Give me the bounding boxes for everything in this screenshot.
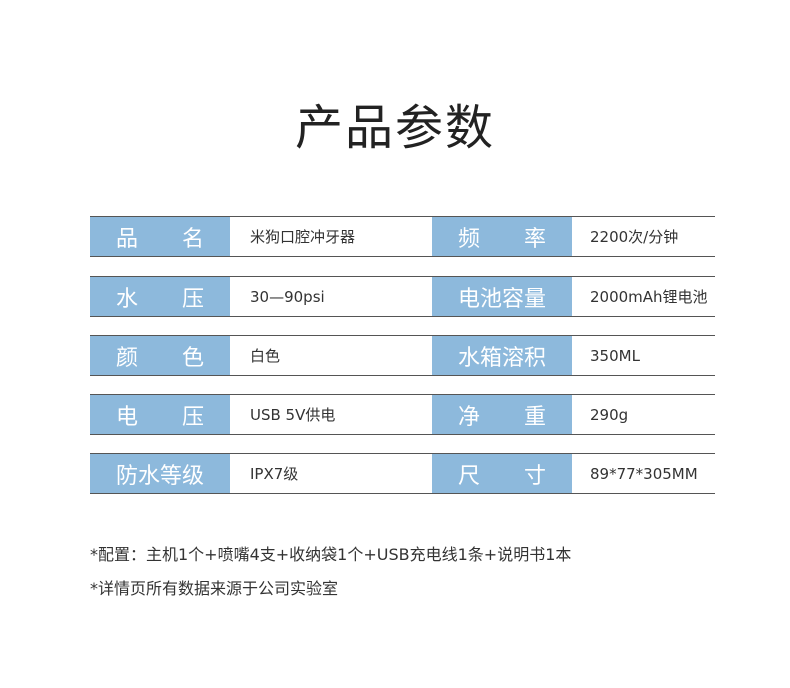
spec-label: 尺 寸 [432, 454, 572, 493]
spec-value: 290g [590, 405, 629, 424]
spec-value: 2000mAh锂电池 [590, 288, 708, 306]
spec-label: 频 率 [432, 217, 572, 256]
spec-label: 品 名 [90, 217, 230, 256]
spec-label: 水 压 [90, 277, 230, 316]
spec-value: 白色 [250, 347, 281, 365]
spec-value: 89*77*305MM [590, 464, 698, 483]
spec-label: 电池容量 [432, 277, 572, 316]
spec-label: 电 压 [90, 395, 230, 434]
spec-label: 水箱溶积 [432, 336, 572, 375]
spec-value: 2200次/分钟 [590, 228, 679, 246]
page-title: 产品参数 [294, 100, 495, 156]
spec-value: IPX7级 [250, 465, 299, 483]
spec-row: 防水等级 IPX7级 尺 寸 89*77*305MM [90, 453, 715, 494]
spec-value: 350ML [590, 346, 640, 365]
spec-row: 电 压 USB 5V供电 净 重 290g [90, 394, 715, 435]
spec-row: 品 名 米狗口腔冲牙器 频 率 2200次/分钟 [90, 216, 715, 257]
spec-value: 米狗口腔冲牙器 [250, 228, 356, 246]
spec-value: USB 5V供电 [250, 406, 336, 424]
spec-row: 颜 色 白色 水箱溶积 350ML [90, 335, 715, 376]
data-source-note: *详情页所有数据来源于公司实验室 [90, 579, 339, 598]
spec-value: 30—90psi [250, 287, 325, 306]
config-note: *配置：主机1个+喷嘴4支+收纳袋1个+USB充电线1条+说明书1本 [90, 545, 572, 564]
spec-row: 水 压 30—90psi 电池容量 2000mAh锂电池 [90, 276, 715, 317]
spec-label: 颜 色 [90, 336, 230, 375]
spec-label: 净 重 [432, 395, 572, 434]
spec-label: 防水等级 [90, 454, 230, 493]
